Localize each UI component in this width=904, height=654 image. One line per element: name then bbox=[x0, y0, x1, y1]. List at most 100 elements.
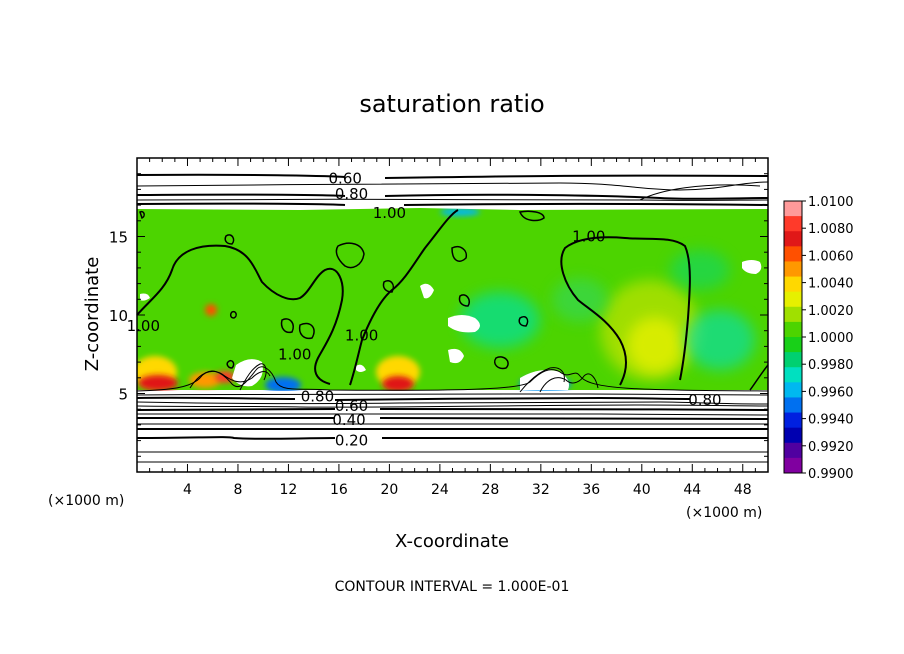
y-tick-label: 15 bbox=[109, 229, 128, 247]
y-axis-label: Z-coordinate bbox=[82, 257, 103, 372]
contour-island bbox=[139, 210, 145, 220]
x-tick-label: 40 bbox=[633, 482, 651, 498]
contour-label: 1.00 bbox=[572, 228, 605, 246]
contour-label: 1.00 bbox=[278, 345, 311, 363]
contour-line bbox=[136, 408, 769, 411]
colorbar-label: 1.0040 bbox=[808, 277, 854, 292]
colorbar-swatch bbox=[784, 201, 802, 217]
contour-line bbox=[136, 244, 344, 385]
contour-label: 1.00 bbox=[127, 317, 160, 335]
field-hole bbox=[448, 315, 480, 333]
contour-label: 0.40 bbox=[332, 411, 365, 429]
colorbar-label: 0.9920 bbox=[808, 440, 854, 455]
contour-label: 0.80 bbox=[301, 388, 334, 406]
chart-title: saturation ratio bbox=[359, 90, 544, 118]
field-patch bbox=[440, 208, 480, 216]
colorbar-swatch bbox=[784, 246, 802, 262]
field-patch bbox=[552, 278, 608, 322]
colorbar-swatch bbox=[784, 382, 802, 398]
contour-label: 0.60 bbox=[329, 169, 362, 187]
contour-line bbox=[136, 173, 769, 179]
y-tick-label: 10 bbox=[109, 307, 128, 325]
colorbar-swatch bbox=[784, 321, 802, 338]
contour-line bbox=[136, 181, 769, 191]
contour-line bbox=[639, 184, 761, 201]
contour-line bbox=[136, 436, 768, 440]
x-tick-label: 32 bbox=[532, 482, 550, 498]
field-patch bbox=[265, 377, 301, 391]
x-tick-label: 28 bbox=[481, 482, 499, 498]
y-tick-label: 5 bbox=[118, 386, 128, 404]
colorbar-swatch bbox=[784, 261, 802, 278]
field-patch bbox=[138, 375, 178, 391]
colorbar-swatch bbox=[784, 276, 802, 293]
x-tick-label: 48 bbox=[734, 482, 752, 498]
colorbar-label: 0.9900 bbox=[808, 467, 854, 482]
contour-island bbox=[518, 315, 529, 327]
colorbar-label: 1.0020 bbox=[808, 304, 854, 319]
colorbar-label: 1.0060 bbox=[808, 249, 854, 264]
colorbar-swatch bbox=[784, 337, 802, 353]
contour-island bbox=[280, 318, 294, 334]
colorbar-swatch bbox=[784, 352, 802, 368]
contour-line bbox=[136, 393, 769, 396]
contour-line bbox=[136, 413, 769, 416]
x-unit-label-right: (×1000 m) bbox=[686, 505, 762, 521]
field-hole bbox=[448, 348, 464, 364]
contour-label: 0.20 bbox=[335, 432, 368, 450]
field-patches bbox=[137, 205, 768, 391]
colorbar-swatch bbox=[784, 457, 802, 474]
colorbar-swatch bbox=[784, 412, 802, 429]
x-tick-label: 24 bbox=[431, 482, 449, 498]
colorbar-label: 1.0100 bbox=[808, 195, 854, 210]
colorbar-label: 0.9980 bbox=[808, 358, 854, 373]
field-hole bbox=[420, 283, 434, 299]
x-tick-label: 20 bbox=[380, 482, 398, 498]
contour-line bbox=[136, 202, 769, 206]
colorbar-swatch bbox=[784, 427, 802, 444]
field-patch bbox=[627, 317, 683, 373]
field-patch bbox=[460, 292, 540, 348]
contour-line bbox=[136, 401, 769, 405]
y-axis-ticks: 5 10 15 bbox=[109, 173, 768, 457]
contour-line bbox=[189, 370, 271, 389]
field-hole bbox=[232, 359, 263, 387]
saturation-field bbox=[137, 205, 768, 391]
colorbar-swatch bbox=[784, 442, 802, 459]
x-tick-label: 16 bbox=[330, 482, 348, 498]
contour-line bbox=[560, 236, 691, 386]
colorbar-label: 0.9960 bbox=[808, 385, 854, 400]
field-hole bbox=[140, 293, 150, 301]
contour-island bbox=[451, 246, 468, 262]
contour-island bbox=[494, 356, 509, 370]
field-hole bbox=[137, 205, 768, 210]
x-tick-label: 12 bbox=[280, 482, 298, 498]
contour-line bbox=[136, 460, 769, 463]
field-patch bbox=[382, 376, 414, 391]
contour-label: 0.80 bbox=[688, 391, 721, 409]
contour-island bbox=[458, 294, 471, 307]
colorbar: 1.0100 1.0080 1.0060 1.0040 1.0020 1.0000 0.99… bbox=[783, 195, 854, 482]
colorbar-label: 1.0080 bbox=[808, 222, 854, 237]
x-axis-ticks: 4 8 12 16 20 24 28 32 36 40 44 48 bbox=[149, 158, 756, 498]
colorbar-swatch bbox=[784, 231, 802, 247]
colorbar-swatch bbox=[784, 291, 802, 308]
field-patch bbox=[189, 372, 221, 388]
contour-line bbox=[239, 363, 267, 391]
field-patch bbox=[205, 304, 217, 316]
field-hole bbox=[742, 260, 762, 274]
colorbar-swatch bbox=[784, 367, 802, 383]
contour-island bbox=[226, 359, 235, 369]
contour-line bbox=[137, 416, 769, 420]
contour-line bbox=[136, 396, 691, 401]
field-patch bbox=[670, 250, 730, 290]
colorbar-swatch bbox=[784, 397, 802, 414]
x-axis-label: X-coordinate bbox=[395, 531, 509, 552]
x-tick-label: 36 bbox=[582, 482, 600, 498]
colorbar-swatch bbox=[784, 306, 802, 323]
contour-label: 0.80 bbox=[335, 185, 368, 203]
colorbar-label: 0.9940 bbox=[808, 413, 854, 428]
contour-island bbox=[224, 234, 235, 245]
contour-lines bbox=[136, 173, 769, 463]
